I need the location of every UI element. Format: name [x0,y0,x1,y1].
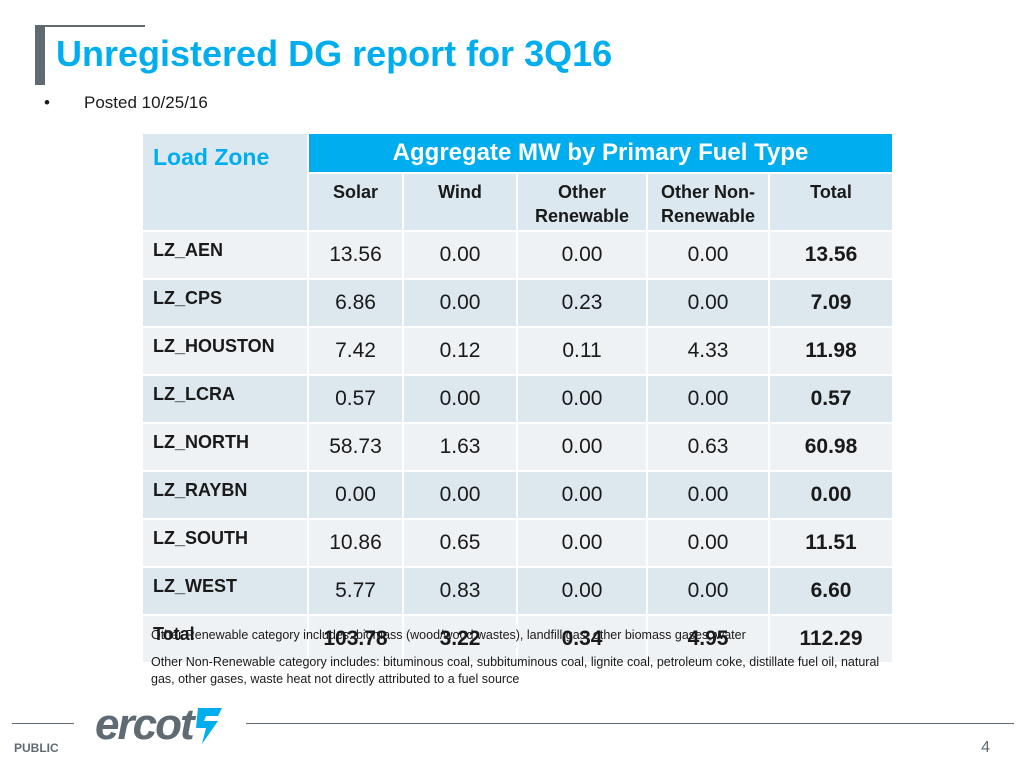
value-cell: 0.00 [648,232,768,278]
value-cell: 0.65 [404,520,516,566]
value-cell: 7.42 [309,328,402,374]
aggregate-mw-header: Aggregate MW by Primary Fuel Type [309,134,892,172]
table-row: LZ_RAYBN 0.00 0.00 0.00 0.00 0.00 [143,472,892,518]
value-cell: 0.12 [404,328,516,374]
ercot-logo: ercot [95,700,195,749]
slide-title: Unregistered DG report for 3Q16 [56,33,613,74]
value-cell: 0.00 [518,232,646,278]
value-cell: 0.57 [770,376,892,422]
zone-cell: LZ_NORTH [143,424,307,470]
classification-label: PUBLIC [14,741,59,755]
table-column-header-row: Solar Wind Other Renewable Other Non- Rene… [143,174,892,230]
zone-cell: Total [143,616,307,662]
note-other-renewable: Other Renewable category includes: bioma… [151,628,746,642]
footer-divider-right [246,723,1014,724]
value-cell: 1.63 [404,424,516,470]
value-cell: 0.00 [518,472,646,518]
value-cell: 11.98 [770,328,892,374]
zone-cell: LZ_SOUTH [143,520,307,566]
note-other-non-renewable: Other Non-Renewable category includes: b… [151,655,880,686]
zone-cell: LZ_RAYBN [143,472,307,518]
value-cell: 0.34 [518,616,646,662]
footer-divider-left [12,723,74,724]
table-row: LZ_LCRA 0.57 0.00 0.00 0.00 0.57 [143,376,892,422]
value-cell: 0.00 [309,472,402,518]
title-accent-bar [35,25,45,85]
value-cell: 10.86 [309,520,402,566]
value-cell: 0.23 [518,280,646,326]
column-header-wind: Wind [404,174,516,230]
value-cell: 0.00 [404,472,516,518]
value-cell: 0.57 [309,376,402,422]
table-row: LZ_AEN 13.56 0.00 0.00 0.00 13.56 [143,232,892,278]
table-row: LZ_CPS 6.86 0.00 0.23 0.00 7.09 [143,280,892,326]
value-cell: 0.00 [518,568,646,614]
table-row: LZ_SOUTH 10.86 0.65 0.00 0.00 11.51 [143,520,892,566]
value-cell: 0.00 [404,376,516,422]
bullet-dot: • [44,93,50,112]
zone-cell: LZ_AEN [143,232,307,278]
value-cell: 3.22 [404,616,516,662]
table-row: LZ_HOUSTON 7.42 0.12 0.11 4.33 11.98 [143,328,892,374]
value-cell: 0.00 [648,472,768,518]
value-cell: 13.56 [309,232,402,278]
value-cell: 0.00 [648,280,768,326]
zone-cell: LZ_WEST [143,568,307,614]
table-body: LZ_AEN 13.56 0.00 0.00 0.00 13.56 LZ_CPS 6.86 0.… [143,232,892,662]
value-cell: 0.00 [518,520,646,566]
table-group-header-row: Load Zone Aggregate MW by Primary Fuel T… [143,134,892,230]
column-header-other-non-renewable: Other Non- Renewable [648,174,768,230]
value-cell: 0.00 [518,424,646,470]
zone-cell: LZ_CPS [143,280,307,326]
value-cell: 0.00 [404,280,516,326]
table-row: LZ_NORTH 58.73 1.63 0.00 0.63 60.98 [143,424,892,470]
value-cell: 103.78 [309,616,402,662]
value-cell: 0.00 [518,376,646,422]
dg-table: Load Zone Aggregate MW by Primary Fuel T… [141,132,894,664]
value-cell: 0.00 [648,520,768,566]
column-header-solar: Solar [309,174,402,230]
load-zone-header: Load Zone [143,134,307,230]
value-cell: 112.29 [770,616,892,662]
value-cell: 13.56 [770,232,892,278]
column-header-other-renewable: Other Renewable [518,174,646,230]
table-row: LZ_WEST 5.77 0.83 0.00 0.00 6.60 [143,568,892,614]
value-cell: 0.63 [648,424,768,470]
value-cell: 58.73 [309,424,402,470]
value-cell: 0.00 [404,232,516,278]
ercot-logo-mark-icon [196,708,222,744]
value-cell: 0.11 [518,328,646,374]
value-cell: 0.83 [404,568,516,614]
title-accent-line [35,25,145,27]
value-cell: 0.00 [648,568,768,614]
value-cell: 5.77 [309,568,402,614]
value-cell: 4.95 [648,616,768,662]
zone-cell: LZ_HOUSTON [143,328,307,374]
value-cell: 6.86 [309,280,402,326]
page-number: 4 [981,739,990,756]
column-header-total: Total [770,174,892,230]
value-cell: 4.33 [648,328,768,374]
table-total-row: Total 103.78 3.22 0.34 4.95 112.29 [143,616,892,662]
value-cell: 6.60 [770,568,892,614]
posted-date: Posted 10/25/16 [84,93,208,112]
value-cell: 0.00 [770,472,892,518]
value-cell: 11.51 [770,520,892,566]
zone-cell: LZ_LCRA [143,376,307,422]
value-cell: 0.00 [648,376,768,422]
value-cell: 60.98 [770,424,892,470]
value-cell: 7.09 [770,280,892,326]
